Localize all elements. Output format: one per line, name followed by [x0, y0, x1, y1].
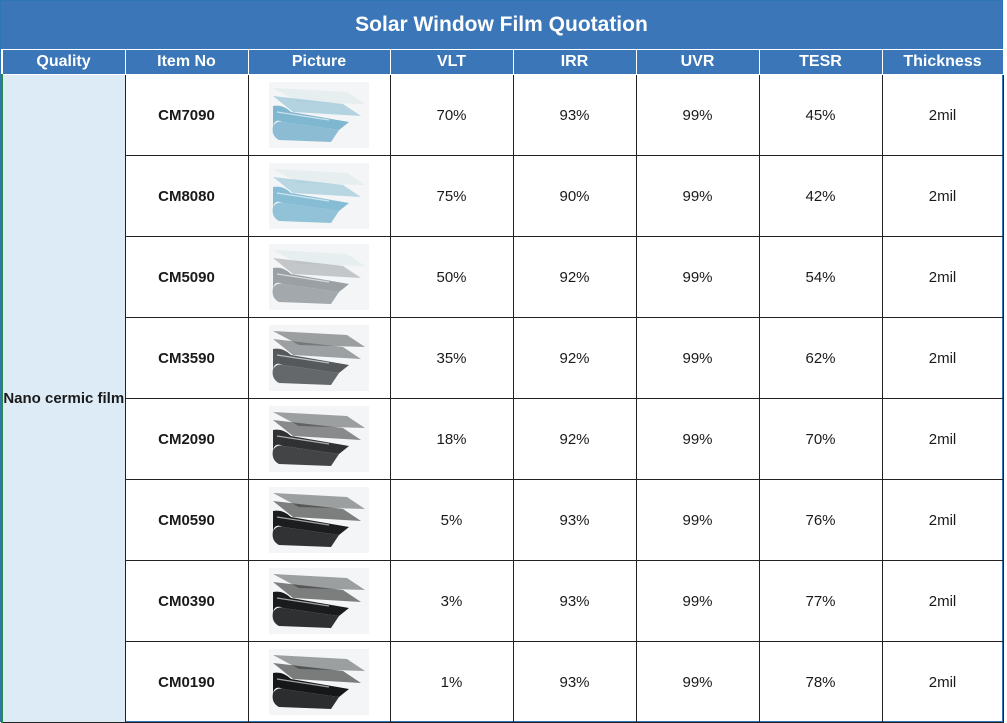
- vlt-cell: 18%: [389, 398, 514, 480]
- table-row: CM0390 3% 93% 99% 77% 2mil: [2, 560, 1004, 642]
- tesr-cell: 54%: [758, 236, 883, 318]
- table-body: Nano cermic film CM7090 70% 93% 99% 45% 2mil CM…: [1, 74, 1004, 723]
- uvr-cell: 99%: [635, 479, 760, 561]
- picture-cell: [247, 155, 391, 237]
- vlt-cell: 3%: [389, 560, 514, 642]
- item-no-cell: CM3590: [124, 317, 249, 399]
- table-row: CM5090 50% 92% 99% 54% 2mil: [2, 236, 1004, 318]
- column-header-item-no: Item No: [124, 49, 249, 75]
- column-header-irr: IRR: [512, 49, 637, 75]
- picture-cell: [247, 317, 391, 399]
- thickness-cell: 2mil: [881, 398, 1004, 480]
- picture-cell: [247, 398, 391, 480]
- film-sample-image: [269, 244, 369, 310]
- table-row: CM3590 35% 92% 99% 62% 2mil: [2, 317, 1004, 399]
- thickness-cell: 2mil: [881, 236, 1004, 318]
- picture-cell: [247, 74, 391, 156]
- column-header-uvr: UVR: [635, 49, 760, 75]
- irr-cell: 93%: [512, 479, 637, 561]
- irr-cell: 92%: [512, 317, 637, 399]
- picture-cell: [247, 560, 391, 642]
- thickness-cell: 2mil: [881, 155, 1004, 237]
- irr-cell: 92%: [512, 398, 637, 480]
- film-sample-image: [269, 163, 369, 229]
- uvr-cell: 99%: [635, 236, 760, 318]
- uvr-cell: 99%: [635, 317, 760, 399]
- irr-cell: 92%: [512, 236, 637, 318]
- tesr-cell: 62%: [758, 317, 883, 399]
- film-sample-image: [269, 325, 369, 391]
- irr-cell: 93%: [512, 560, 637, 642]
- item-no-cell: CM0590: [124, 479, 249, 561]
- tesr-cell: 77%: [758, 560, 883, 642]
- picture-cell: [247, 236, 391, 318]
- picture-cell: [247, 479, 391, 561]
- tesr-cell: 42%: [758, 155, 883, 237]
- uvr-cell: 99%: [635, 641, 760, 723]
- column-header-picture: Picture: [247, 49, 391, 75]
- thickness-cell: 2mil: [881, 74, 1004, 156]
- table-row: CM8080 75% 90% 99% 42% 2mil: [2, 155, 1004, 237]
- tesr-cell: 45%: [758, 74, 883, 156]
- thickness-cell: 2mil: [881, 560, 1004, 642]
- column-header-thickness: Thickness: [881, 49, 1004, 75]
- item-no-cell: CM7090: [124, 74, 249, 156]
- column-header-vlt: VLT: [389, 49, 514, 75]
- quotation-table: Quality Item No Picture VLT IRR UVR TESR…: [1, 49, 1004, 723]
- film-sample-image: [269, 649, 369, 715]
- vlt-cell: 1%: [389, 641, 514, 723]
- column-header-quality: Quality: [1, 49, 126, 75]
- thickness-cell: 2mil: [881, 479, 1004, 561]
- tesr-cell: 76%: [758, 479, 883, 561]
- vlt-cell: 50%: [389, 236, 514, 318]
- table-row: CM2090 18% 92% 99% 70% 2mil: [2, 398, 1004, 480]
- vlt-cell: 70%: [389, 74, 514, 156]
- column-header-tesr: TESR: [758, 49, 883, 75]
- uvr-cell: 99%: [635, 398, 760, 480]
- picture-cell: [247, 641, 391, 723]
- thickness-cell: 2mil: [881, 317, 1004, 399]
- table-row: Nano cermic film CM7090 70% 93% 99% 45% 2mil: [1, 74, 1004, 723]
- item-no-cell: CM5090: [124, 236, 249, 318]
- film-sample-image: [269, 406, 369, 472]
- vlt-cell: 35%: [389, 317, 514, 399]
- film-sample-image: [269, 568, 369, 634]
- tesr-cell: 78%: [758, 641, 883, 723]
- item-no-cell: CM2090: [124, 398, 249, 480]
- sheet-title: Solar Window Film Quotation: [1, 1, 1002, 49]
- uvr-cell: 99%: [635, 560, 760, 642]
- irr-cell: 93%: [512, 641, 637, 723]
- irr-cell: 90%: [512, 155, 637, 237]
- table-row: CM0590 5% 93% 99% 76% 2mil: [2, 479, 1004, 561]
- film-sample-image: [269, 82, 369, 148]
- table-row: CM0190 1% 93% 99% 78% 2mil: [2, 641, 1004, 723]
- vlt-cell: 75%: [389, 155, 514, 237]
- item-no-cell: CM8080: [124, 155, 249, 237]
- quality-cell: Nano cermic film: [1, 74, 126, 723]
- film-sample-image: [269, 487, 369, 553]
- item-no-cell: CM0390: [124, 560, 249, 642]
- item-no-cell: CM0190: [124, 641, 249, 723]
- irr-cell: 93%: [512, 74, 637, 156]
- vlt-cell: 5%: [389, 479, 514, 561]
- thickness-cell: 2mil: [881, 641, 1004, 723]
- tesr-cell: 70%: [758, 398, 883, 480]
- header-row: Quality Item No Picture VLT IRR UVR TESR…: [1, 49, 1004, 75]
- uvr-cell: 99%: [635, 155, 760, 237]
- uvr-cell: 99%: [635, 74, 760, 156]
